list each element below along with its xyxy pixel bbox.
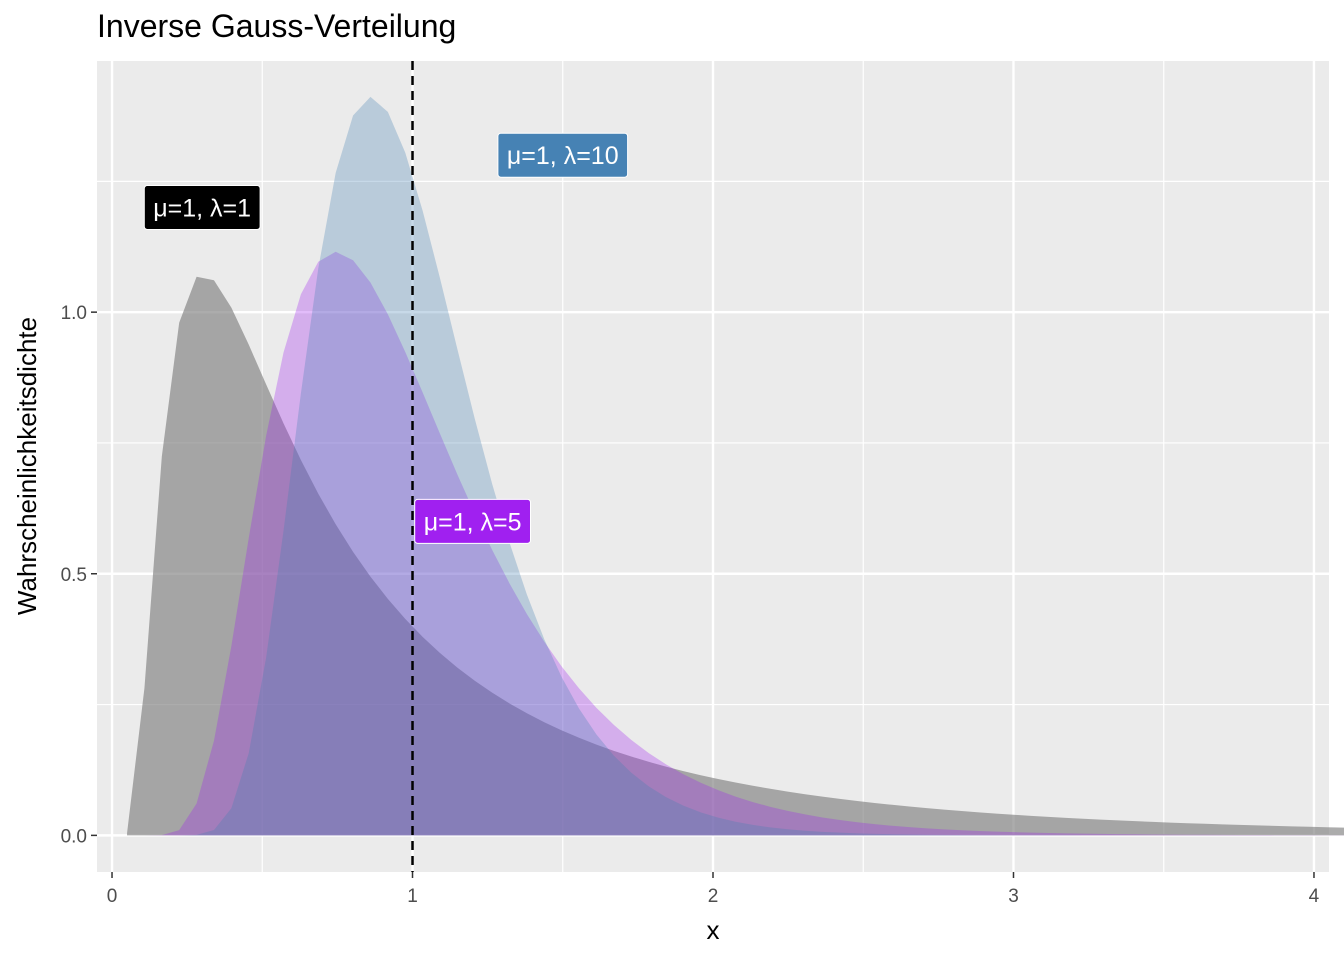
y-tick-label: 0.5 [61,565,87,586]
series-label-box [497,132,629,178]
x-tick-label: 2 [708,886,719,907]
series-label-lambda-10: μ=1, λ=10 [497,132,629,178]
series-label-text: μ=1, λ=5 [424,508,522,536]
x-axis-title: x [707,915,720,945]
density-area-lambda-1 [127,276,1344,836]
x-tick-label: 3 [1008,886,1019,907]
series-label-lambda-1: μ=1, λ=1 [143,185,261,230]
y-tick-label: 0.0 [61,826,87,847]
series-label-text: μ=1, λ=10 [507,142,619,170]
x-axis-ticks: 0 1 2 3 4 [107,872,1320,907]
chart-title: Inverse Gauss-Verteilung [97,8,457,44]
series-labels: μ=1, λ=1 μ=1, λ=5 μ=1, λ=10 [143,132,629,544]
series-label-box [414,498,532,544]
y-axis-title: Wahrscheinlichkeitsdichte [12,317,42,615]
density-area-lambda-10 [127,96,1344,836]
x-tick-label: 1 [407,886,418,907]
density-area-lambda-5 [127,251,1344,836]
series-label-text: μ=1, λ=1 [153,195,251,223]
density-areas [127,96,1344,836]
x-tick-label: 4 [1309,886,1320,907]
y-axis-ticks: 0.0 0.5 1.0 [61,303,97,847]
y-tick-label: 1.0 [61,303,87,324]
x-tick-label: 0 [107,886,118,907]
series-label-lambda-5: μ=1, λ=5 [414,498,532,544]
series-label-box [143,185,261,230]
